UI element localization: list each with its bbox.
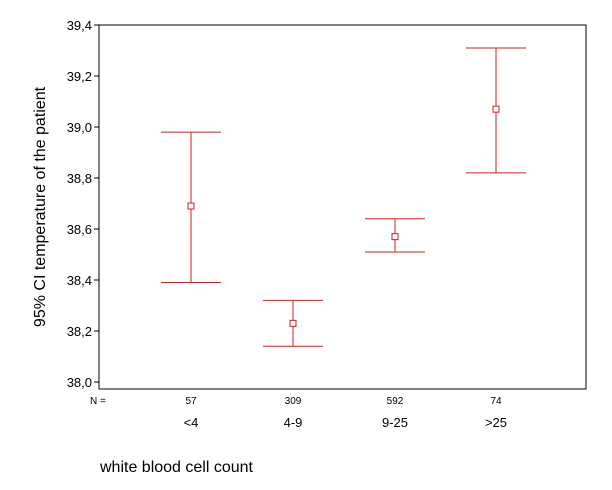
y-tick-label: 38,4 [67, 273, 92, 288]
y-tick-label: 39,0 [67, 120, 92, 135]
category-label: 4-9 [284, 415, 303, 430]
y-tick-label: 38,0 [67, 375, 92, 390]
mean-marker [187, 202, 195, 210]
y-tick-label: 39,4 [67, 18, 92, 33]
n-value: 74 [490, 396, 502, 407]
mean-marker [289, 319, 297, 327]
error-bar [161, 131, 221, 284]
n-value: 57 [185, 396, 197, 407]
error-bars [161, 47, 526, 347]
error-bar [466, 47, 526, 174]
error-bar [365, 218, 425, 253]
category-label: >25 [485, 415, 507, 430]
category-label: 9-25 [382, 415, 408, 430]
y-tick-label: 38,2 [67, 324, 92, 339]
x-axis: <4 4-9 9-25 >25 [184, 415, 507, 430]
plot-frame [98, 24, 587, 390]
error-bar [263, 299, 323, 347]
n-label: N = [90, 396, 106, 407]
y-tick-label: 39,2 [67, 69, 92, 84]
x-axis-label: white blood cell count [99, 459, 254, 476]
mean-marker [492, 105, 500, 113]
y-tick-label: 38,8 [67, 171, 92, 186]
y-axis-label: 95% CI temperature of the patient [32, 86, 49, 327]
y-tick-label: 38,6 [67, 222, 92, 237]
mean-marker [391, 233, 399, 241]
sample-size-row: N = 57 309 592 74 [90, 396, 502, 407]
n-value: 309 [285, 396, 302, 407]
y-axis: 38,0 38,2 38,4 38,6 38,8 39,0 39,2 39,4 [67, 18, 99, 390]
category-label: <4 [184, 415, 199, 430]
n-value: 592 [387, 396, 404, 407]
